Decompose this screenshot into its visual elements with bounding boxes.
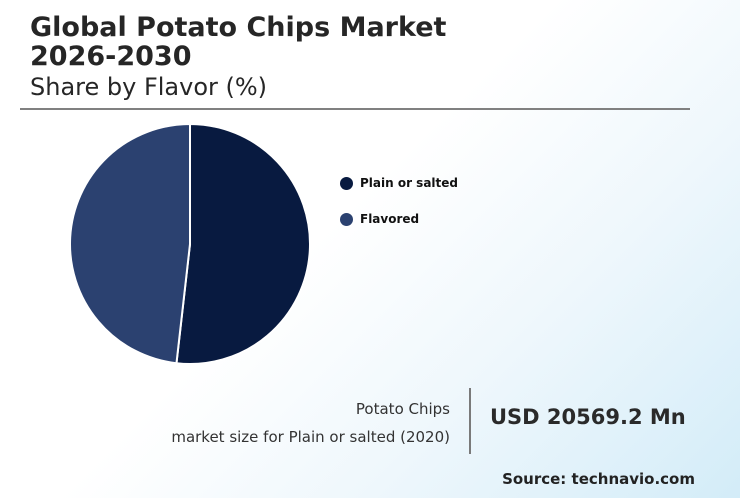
pie-chart (69, 122, 311, 365)
legend-label-flavored: Flavored (360, 212, 420, 226)
stat-label-product: Potato Chips (355, 400, 450, 418)
stat-label-description: market size for Plain or salted (2020) (171, 428, 450, 446)
stat-divider (469, 388, 471, 454)
stat-value: USD 20569.2 Mn (490, 405, 686, 429)
legend-swatch-flavored (340, 212, 353, 226)
legend: Plain or salted Flavored (340, 174, 458, 246)
pie-slice-flavored (69, 122, 191, 365)
legend-item-plain-or-salted: Plain or salted (340, 174, 458, 192)
legend-item-flavored: Flavored (340, 210, 458, 228)
chart-title: Global Potato Chips Market 2026-2030 (30, 13, 446, 71)
pie-slice-plain-or-salted (175, 122, 311, 365)
chart-subtitle: Share by Flavor (%) (30, 73, 268, 101)
header-divider (20, 108, 690, 110)
title-line-1: Global Potato Chips Market (30, 12, 447, 43)
source-credit: Source: technavio.com (502, 470, 695, 488)
legend-label-plain-or-salted: Plain or salted (360, 176, 458, 190)
legend-swatch-plain-or-salted (340, 176, 353, 190)
title-line-2: 2026-2030 (30, 41, 192, 72)
